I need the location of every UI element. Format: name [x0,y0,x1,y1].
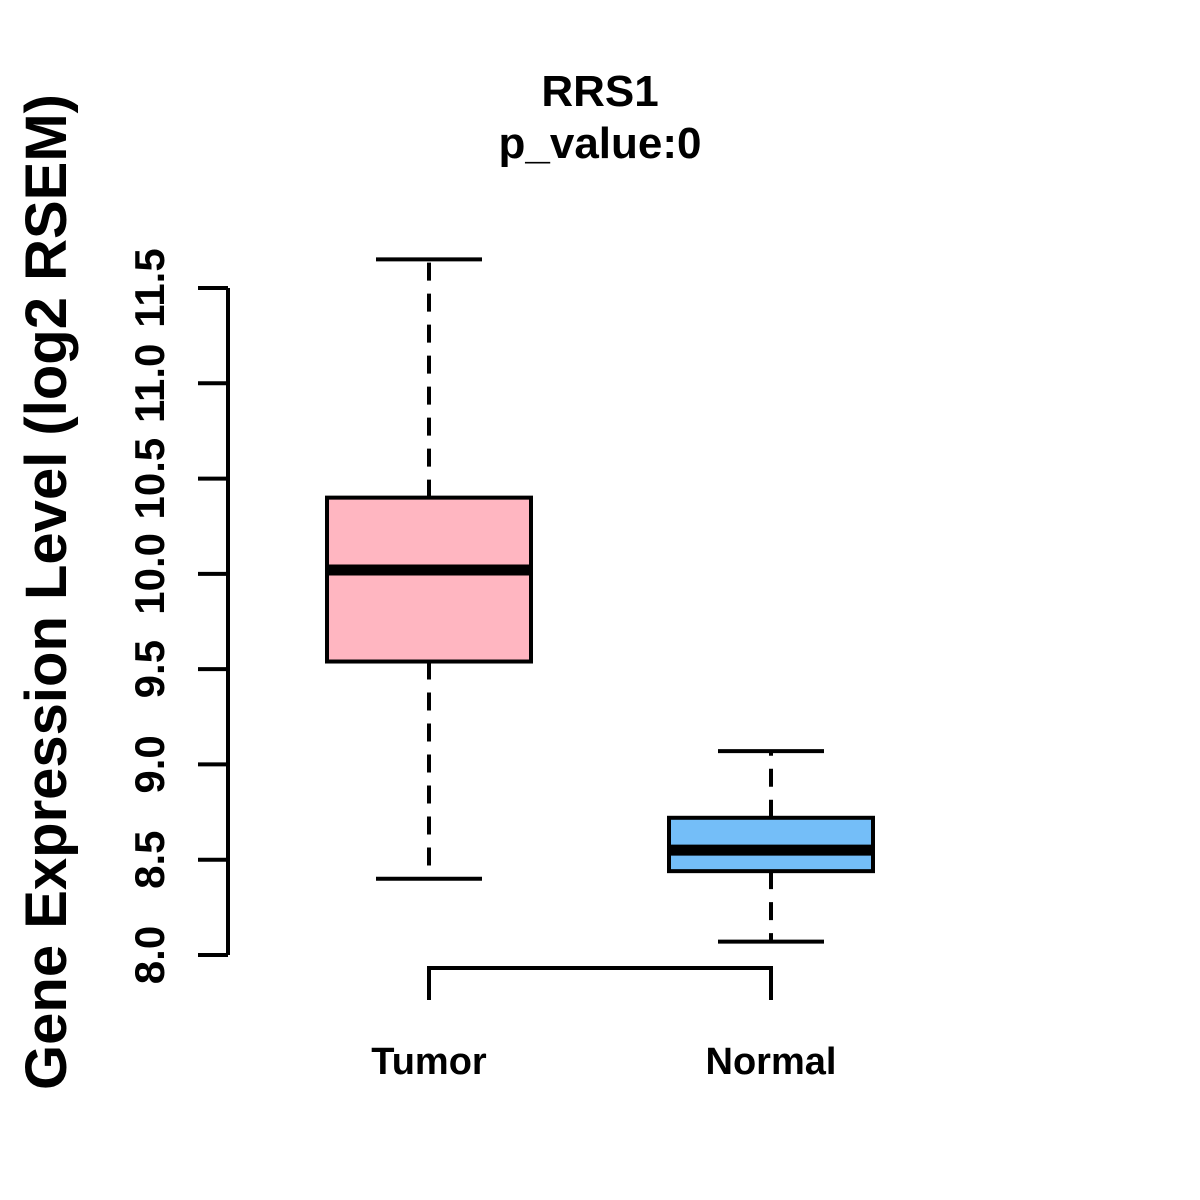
y-tick-label: 11.5 [126,248,173,327]
chart-subtitle: p_value:0 [499,119,702,168]
y-tick-label: 8.5 [126,831,173,889]
boxplot-series [325,257,875,944]
y-tick-label: 9.0 [126,735,173,793]
normal-box [667,815,875,874]
bracket-line [427,966,773,1000]
tumor-box [325,495,533,664]
comparison-bracket [427,966,773,1000]
x-tick-label-tumor: Tumor [371,1041,487,1083]
y-tick-label: 10.0 [126,533,173,615]
y-tick-label: 10.5 [126,438,173,520]
x-tick-label-normal: Normal [706,1041,837,1083]
y-axis-label: Gene Expression Level (log2 RSEM) [14,94,79,1090]
y-axis: 8.0 8.5 9.0 9.5 10.0 10.5 11.0 11.5 [126,248,230,984]
y-tick-label: 11.0 [126,344,173,423]
chart-title: RRS1 [541,67,658,116]
y-tick-label: 8.0 [126,926,173,984]
y-tick-label: 9.5 [126,640,173,698]
